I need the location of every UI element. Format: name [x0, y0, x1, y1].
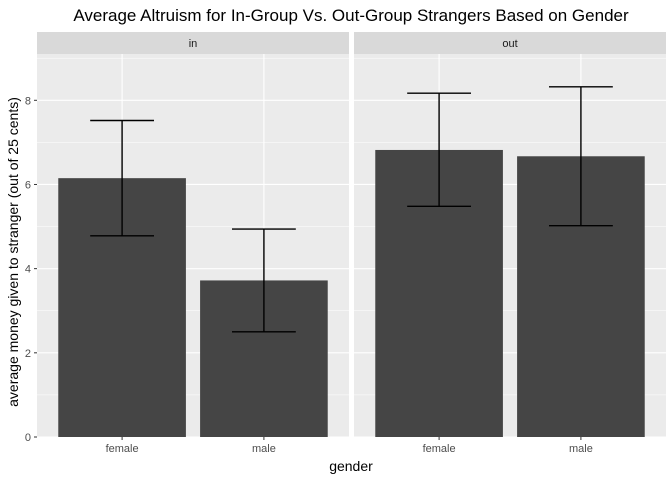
facet-strip-label: out: [502, 38, 517, 50]
y-tick-label: 4: [25, 264, 31, 276]
facet-panels: in female male out female male: [37, 32, 666, 455]
error-bar-out-male: [549, 86, 613, 227]
facet-strip: [354, 32, 666, 54]
facet-panel-out: out female male: [354, 32, 666, 455]
x-tick-label: male: [569, 443, 593, 455]
error-bar-in-female: [90, 119, 154, 237]
y-tick-label: 2: [25, 348, 31, 360]
facet-strip: [37, 32, 349, 54]
facet-strip-label: in: [189, 38, 198, 50]
x-tick-label: female: [423, 443, 456, 455]
y-tick-label: 8: [25, 95, 31, 107]
x-axis-title: gender: [329, 458, 373, 474]
y-tick-label: 0: [25, 432, 31, 444]
error-bar-in-male: [232, 228, 296, 333]
x-tick-label: male: [252, 443, 276, 455]
y-axis: 0 2 4 6 8: [25, 95, 37, 444]
y-axis-title: average money given to stranger (out of …: [5, 97, 21, 407]
y-tick-label: 6: [25, 179, 31, 191]
error-bar-out-female: [407, 92, 471, 208]
chart-title: Average Altruism for In-Group Vs. Out-Gr…: [73, 6, 629, 25]
facet-panel-in: in female male: [37, 32, 349, 455]
x-tick-label: female: [106, 443, 139, 455]
